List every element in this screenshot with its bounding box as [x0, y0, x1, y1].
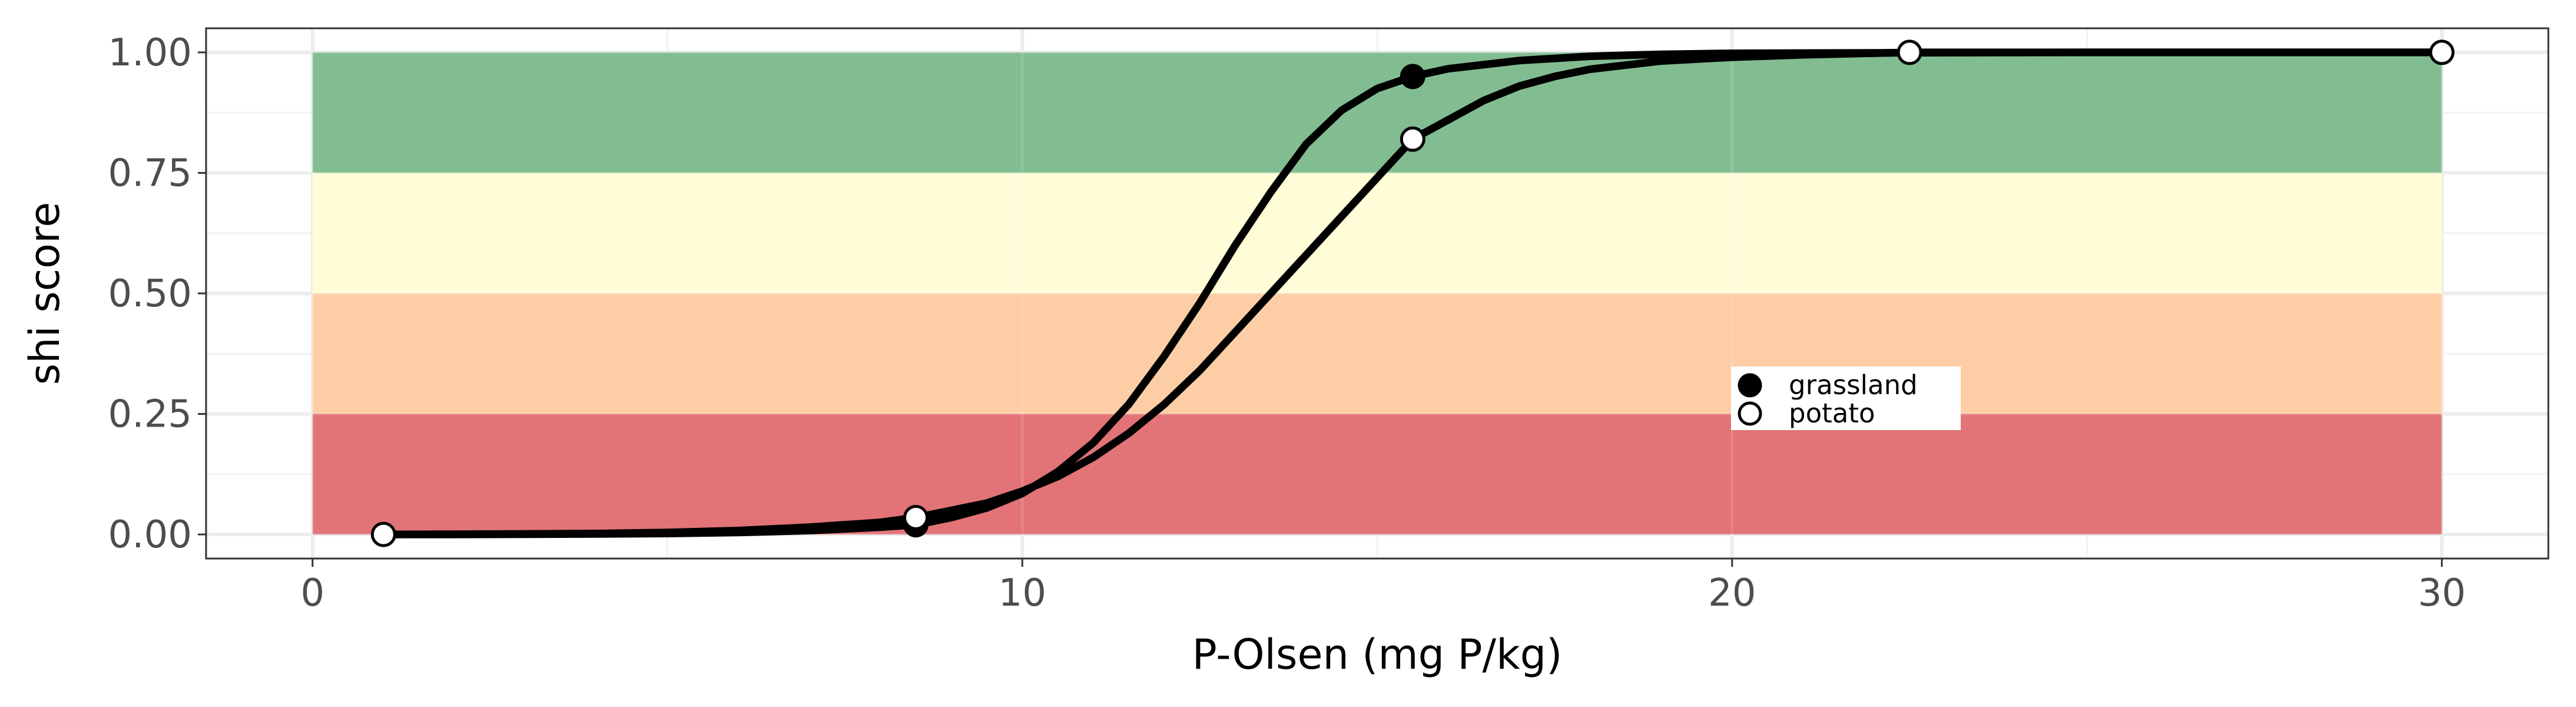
x-tick-label: 0 — [300, 571, 324, 615]
y-tick-label: 0.75 — [108, 151, 193, 195]
legend-label-potato: potato — [1789, 398, 1875, 429]
point-potato — [2429, 39, 2455, 65]
point-potato — [903, 504, 929, 530]
major-grid — [206, 28, 2548, 559]
curve-potato — [379, 48, 2446, 538]
band-1 — [312, 293, 2442, 414]
legend-key-potato — [1738, 401, 1762, 426]
band-2 — [312, 173, 2442, 293]
score-bands — [312, 52, 2442, 535]
x-tick-label: 10 — [999, 571, 1046, 615]
x-tick-label: 20 — [1708, 571, 1756, 615]
point-grassland — [1400, 64, 1425, 90]
y-axis-title: shi score — [21, 202, 69, 385]
x-tick-label: 30 — [2418, 571, 2465, 615]
x-axis-title: P-Olsen (mg P/kg) — [1192, 630, 1563, 679]
axes: 0 10 20 30 0.00 0.25 0.50 0.75 1.00 — [108, 27, 2550, 615]
point-potato — [1897, 39, 1922, 65]
legend-label-grassland: grassland — [1789, 369, 1918, 401]
legend-box — [1731, 366, 1961, 430]
legend-key-grassland — [1738, 373, 1762, 398]
series-points — [370, 39, 2455, 547]
point-potato — [1400, 126, 1425, 152]
y-tick-label: 0.00 — [108, 513, 193, 557]
band-3 — [312, 52, 2442, 173]
series-curves — [379, 48, 2446, 538]
point-potato — [370, 521, 396, 547]
y-tick-label: 1.00 — [108, 31, 193, 75]
band-0 — [312, 414, 2442, 535]
y-tick-label: 0.50 — [108, 272, 193, 316]
y-tick-label: 0.25 — [108, 393, 193, 437]
